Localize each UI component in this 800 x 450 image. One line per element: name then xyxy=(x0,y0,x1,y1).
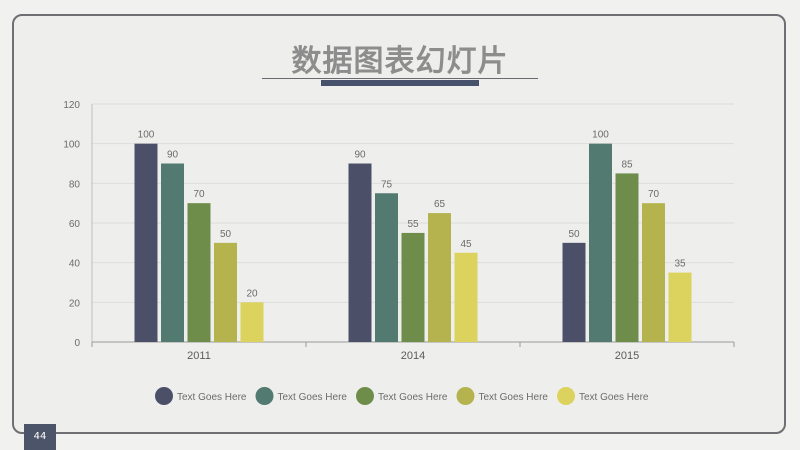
y-tick-label: 100 xyxy=(63,140,80,151)
bar xyxy=(348,163,372,342)
legend-marker xyxy=(456,387,475,405)
bar xyxy=(668,272,692,342)
y-tick-label: 40 xyxy=(69,259,81,270)
bar xyxy=(375,193,398,342)
legend-label: Text Goes Here xyxy=(579,392,649,403)
bar xyxy=(187,203,211,342)
title-accent-bar xyxy=(321,80,479,86)
legend-label: Text Goes Here xyxy=(479,392,549,403)
bar xyxy=(240,302,264,342)
data-label: 55 xyxy=(407,219,419,230)
data-label: 50 xyxy=(568,229,580,240)
data-label: 65 xyxy=(434,199,446,210)
y-tick-label: 60 xyxy=(69,219,81,230)
x-tick-label: 2014 xyxy=(401,350,425,362)
bar xyxy=(562,242,586,342)
legend-marker xyxy=(557,387,575,405)
bar xyxy=(134,143,158,342)
data-label: 35 xyxy=(674,259,686,270)
data-label: 90 xyxy=(167,150,179,161)
y-tick-label: 120 xyxy=(63,100,80,111)
data-label: 45 xyxy=(460,239,472,250)
data-label: 100 xyxy=(138,130,155,141)
bar xyxy=(589,143,612,342)
data-label: 90 xyxy=(354,150,366,161)
title-underline xyxy=(262,78,538,79)
data-label: 100 xyxy=(592,130,609,141)
legend-label: Text Goes Here xyxy=(378,392,448,403)
data-label: 50 xyxy=(220,229,232,240)
bar xyxy=(428,213,451,342)
legend-marker xyxy=(255,387,274,405)
legend-label: Text Goes Here xyxy=(177,392,247,403)
data-label: 70 xyxy=(193,189,205,200)
legend-marker xyxy=(356,387,374,405)
x-tick-label: 2011 xyxy=(187,350,211,362)
legend-label: Text Goes Here xyxy=(278,392,348,403)
bar xyxy=(161,163,184,342)
x-tick-label: 2015 xyxy=(615,350,639,362)
data-label: 70 xyxy=(648,189,660,200)
y-tick-label: 80 xyxy=(69,179,81,190)
bar xyxy=(642,203,665,342)
bar xyxy=(214,242,237,342)
data-label: 85 xyxy=(621,159,633,170)
bar xyxy=(454,252,478,342)
data-label: 75 xyxy=(381,179,393,190)
bar xyxy=(615,173,639,342)
legend-marker xyxy=(155,387,173,405)
y-tick-label: 20 xyxy=(69,298,81,309)
slide-title: 数据图表幻灯片 xyxy=(291,44,509,79)
data-label: 20 xyxy=(246,288,258,299)
bar xyxy=(401,232,425,342)
page-number-badge: 44 xyxy=(24,424,56,450)
y-tick-label: 0 xyxy=(74,338,80,349)
